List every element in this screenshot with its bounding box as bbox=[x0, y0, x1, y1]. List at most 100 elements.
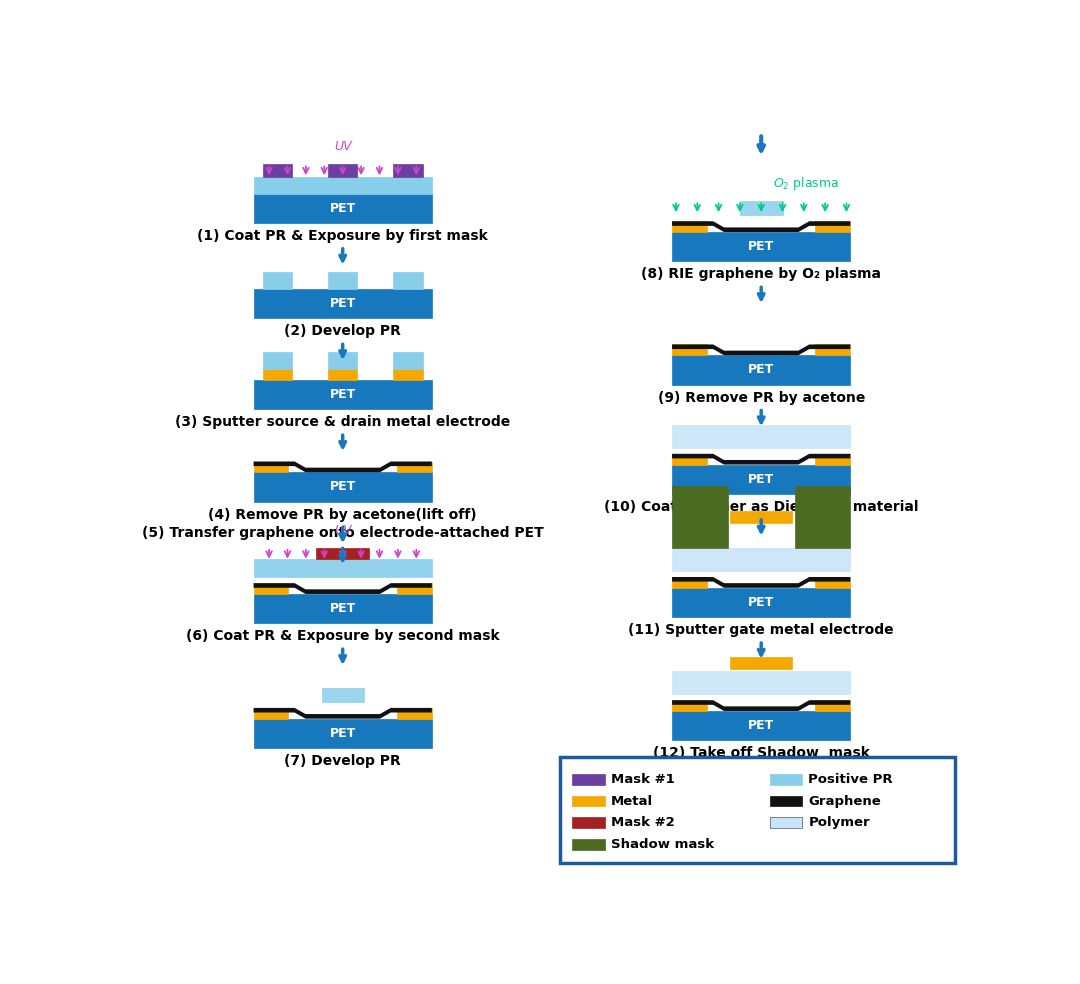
Bar bbox=[730, 657, 793, 669]
Text: Graphene: Graphene bbox=[809, 794, 881, 808]
Bar bbox=[672, 486, 728, 548]
Bar bbox=[397, 707, 432, 718]
Bar bbox=[815, 701, 850, 711]
Bar bbox=[393, 369, 422, 380]
Text: PET: PET bbox=[748, 596, 774, 609]
Bar bbox=[262, 273, 293, 289]
Bar bbox=[795, 486, 850, 548]
Bar bbox=[254, 380, 432, 409]
Text: (1) Coat PR & Exposure by first mask: (1) Coat PR & Exposure by first mask bbox=[198, 229, 488, 243]
Text: PET: PET bbox=[329, 480, 355, 493]
Bar bbox=[254, 176, 432, 194]
Text: UV: UV bbox=[334, 141, 351, 154]
Bar bbox=[672, 424, 850, 448]
Text: (6) Coat PR & Exposure by second mask: (6) Coat PR & Exposure by second mask bbox=[186, 630, 500, 644]
Bar bbox=[672, 232, 850, 262]
Bar bbox=[254, 707, 288, 718]
Bar bbox=[328, 164, 357, 176]
Polygon shape bbox=[672, 221, 850, 232]
Bar bbox=[730, 511, 793, 523]
Bar bbox=[572, 796, 605, 807]
Bar bbox=[397, 461, 432, 472]
Text: PET: PET bbox=[329, 602, 355, 615]
Bar bbox=[328, 273, 357, 289]
Text: (8) RIE graphene by O₂ plasma: (8) RIE graphene by O₂ plasma bbox=[642, 268, 881, 281]
Bar bbox=[254, 472, 432, 502]
Bar bbox=[572, 818, 605, 828]
Text: PET: PET bbox=[748, 363, 774, 376]
Text: Mask #2: Mask #2 bbox=[611, 816, 675, 830]
Polygon shape bbox=[672, 454, 850, 464]
Text: $O_2$ plasma: $O_2$ plasma bbox=[773, 175, 839, 192]
Text: Metal: Metal bbox=[611, 794, 653, 808]
Bar bbox=[254, 718, 432, 748]
Bar bbox=[254, 594, 432, 623]
Bar bbox=[254, 584, 288, 594]
Bar bbox=[740, 202, 783, 215]
Text: PET: PET bbox=[329, 727, 355, 740]
Bar bbox=[254, 559, 432, 577]
Bar bbox=[393, 352, 422, 369]
Text: PET: PET bbox=[329, 297, 355, 310]
Bar bbox=[572, 838, 605, 849]
Bar bbox=[672, 221, 707, 232]
Text: Polymer: Polymer bbox=[809, 816, 870, 830]
Bar bbox=[254, 289, 432, 318]
Polygon shape bbox=[672, 577, 850, 587]
Text: PET: PET bbox=[748, 240, 774, 253]
Text: (11) Sputter gate metal electrode: (11) Sputter gate metal electrode bbox=[629, 623, 894, 638]
Bar bbox=[322, 688, 364, 702]
Text: Shadow mask: Shadow mask bbox=[611, 837, 714, 851]
Bar bbox=[393, 164, 422, 176]
Bar bbox=[672, 701, 707, 711]
Text: (9) Remove PR by acetone: (9) Remove PR by acetone bbox=[658, 391, 865, 404]
Text: (4) Remove PR by acetone(lift off): (4) Remove PR by acetone(lift off) bbox=[208, 508, 477, 522]
Bar bbox=[572, 774, 605, 785]
Text: (12) Take off Shadow  mask: (12) Take off Shadow mask bbox=[652, 747, 869, 761]
Bar bbox=[815, 221, 850, 232]
Bar bbox=[672, 548, 850, 571]
Bar bbox=[770, 796, 802, 807]
Bar bbox=[397, 584, 432, 594]
Bar bbox=[672, 344, 707, 355]
Bar bbox=[815, 454, 850, 464]
Bar bbox=[672, 587, 850, 617]
Text: PET: PET bbox=[329, 388, 355, 401]
Polygon shape bbox=[254, 461, 432, 472]
Bar bbox=[672, 577, 707, 587]
Text: UV: UV bbox=[334, 523, 351, 537]
Text: (7) Develop PR: (7) Develop PR bbox=[284, 754, 401, 769]
Bar bbox=[672, 464, 850, 494]
Bar bbox=[328, 352, 357, 369]
Polygon shape bbox=[672, 344, 850, 355]
Text: (5) Transfer graphene onto electrode-attached PET: (5) Transfer graphene onto electrode-att… bbox=[141, 526, 543, 540]
Text: PET: PET bbox=[748, 472, 774, 486]
Bar bbox=[254, 194, 432, 222]
Text: (3) Sputter source & drain metal electrode: (3) Sputter source & drain metal electro… bbox=[175, 415, 511, 429]
Bar bbox=[559, 757, 955, 863]
Bar bbox=[393, 273, 422, 289]
Bar bbox=[316, 548, 369, 559]
Bar bbox=[672, 671, 850, 694]
Bar bbox=[770, 818, 802, 828]
Bar bbox=[328, 369, 357, 380]
Bar bbox=[672, 711, 850, 740]
Bar bbox=[770, 774, 802, 785]
Bar bbox=[254, 461, 288, 472]
Bar bbox=[262, 352, 293, 369]
Polygon shape bbox=[672, 701, 850, 711]
Bar bbox=[262, 369, 293, 380]
Text: (2) Develop PR: (2) Develop PR bbox=[284, 325, 401, 338]
Polygon shape bbox=[254, 707, 432, 718]
Text: (10) Coat Polymer as Dielectric material: (10) Coat Polymer as Dielectric material bbox=[604, 500, 918, 514]
Text: Positive PR: Positive PR bbox=[809, 773, 893, 786]
Bar bbox=[815, 344, 850, 355]
Text: PET: PET bbox=[329, 202, 355, 215]
Text: PET: PET bbox=[748, 719, 774, 732]
Bar bbox=[672, 355, 850, 385]
Text: Mask #1: Mask #1 bbox=[611, 773, 675, 786]
Bar bbox=[262, 164, 293, 176]
Bar bbox=[815, 577, 850, 587]
Polygon shape bbox=[254, 584, 432, 594]
Bar bbox=[672, 454, 707, 464]
